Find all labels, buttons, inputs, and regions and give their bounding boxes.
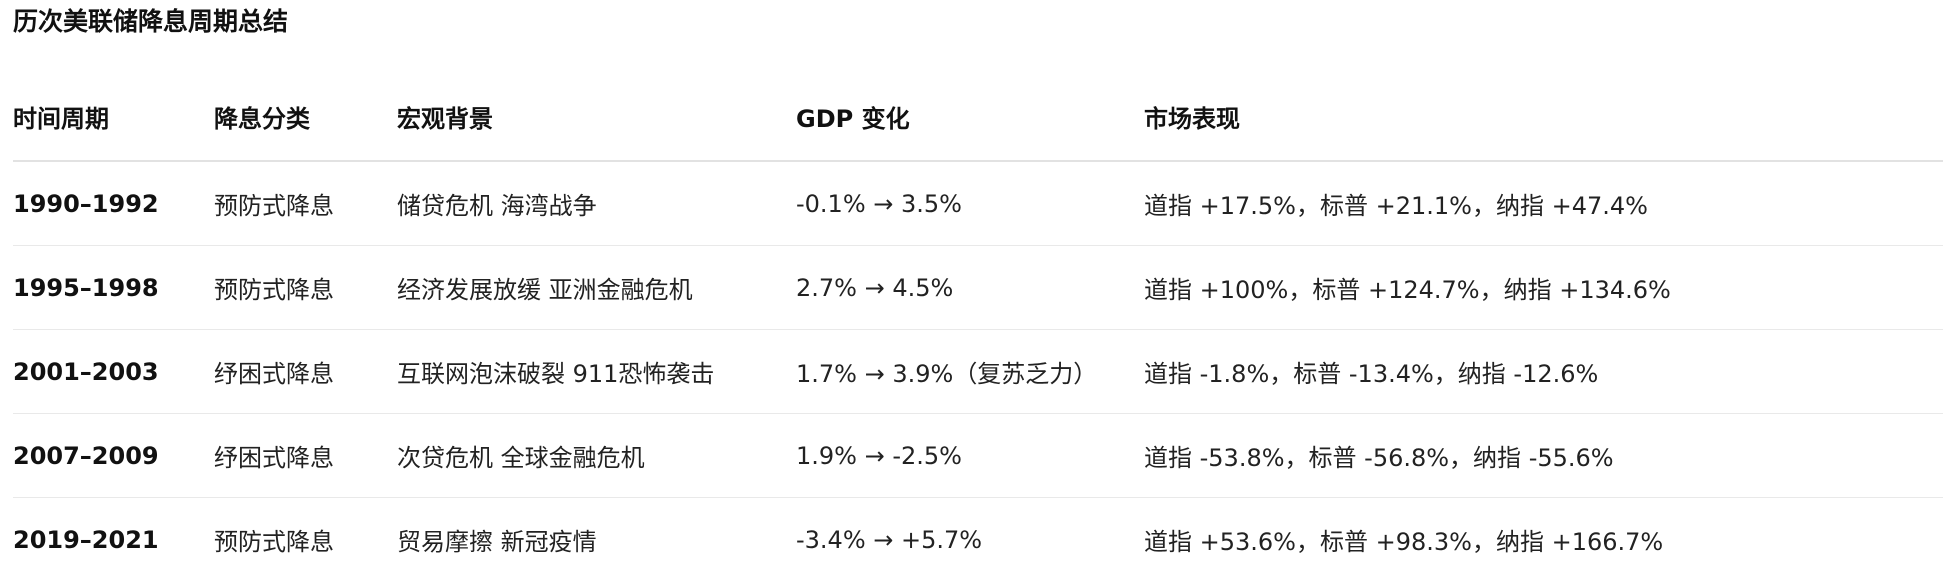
table-row: 2007–2009 纾困式降息 次贷危机 全球金融危机 1.9% → -2.5%… (13, 414, 1943, 498)
period-cell: 1995–1998 (13, 246, 214, 330)
table-row: 1990–1992 预防式降息 储贷危机 海湾战争 -0.1% → 3.5% 道… (13, 161, 1943, 246)
column-header-background: 宏观背景 (397, 95, 796, 161)
background-cell: 经济发展放缓 亚洲金融危机 (397, 246, 796, 330)
rate-cut-cycles-table: 时间周期 降息分类 宏观背景 GDP 变化 市场表现 1990–1992 预防式… (13, 95, 1943, 581)
column-header-period: 时间周期 (13, 95, 214, 161)
market-cell: 道指 -53.8%，标普 -56.8%，纳指 -55.6% (1144, 414, 1943, 498)
table-header-row: 时间周期 降息分类 宏观背景 GDP 变化 市场表现 (13, 95, 1943, 161)
period-cell: 2019–2021 (13, 498, 214, 581)
market-cell: 道指 +53.6%，标普 +98.3%，纳指 +166.7% (1144, 498, 1943, 581)
background-cell: 互联网泡沫破裂 911恐怖袭击 (397, 330, 796, 414)
gdp-cell: 2.7% → 4.5% (796, 246, 1144, 330)
market-cell: 道指 -1.8%，标普 -13.4%，纳指 -12.6% (1144, 330, 1943, 414)
column-header-category: 降息分类 (214, 95, 397, 161)
column-header-gdp: GDP 变化 (796, 95, 1144, 161)
gdp-cell: -0.1% → 3.5% (796, 161, 1144, 246)
category-cell: 纾困式降息 (214, 330, 397, 414)
gdp-cell: 1.7% → 3.9%（复苏乏力） (796, 330, 1144, 414)
period-cell: 2001–2003 (13, 330, 214, 414)
table-row: 1995–1998 预防式降息 经济发展放缓 亚洲金融危机 2.7% → 4.5… (13, 246, 1943, 330)
background-cell: 次贷危机 全球金融危机 (397, 414, 796, 498)
gdp-cell: 1.9% → -2.5% (796, 414, 1144, 498)
period-cell: 1990–1992 (13, 161, 214, 246)
category-cell: 纾困式降息 (214, 414, 397, 498)
category-cell: 预防式降息 (214, 161, 397, 246)
page-title: 历次美联储降息周期总结 (13, 2, 288, 42)
table-row: 2019–2021 预防式降息 贸易摩擦 新冠疫情 -3.4% → +5.7% … (13, 498, 1943, 581)
gdp-cell: -3.4% → +5.7% (796, 498, 1144, 581)
period-cell: 2007–2009 (13, 414, 214, 498)
category-cell: 预防式降息 (214, 246, 397, 330)
background-cell: 贸易摩擦 新冠疫情 (397, 498, 796, 581)
column-header-market: 市场表现 (1144, 95, 1943, 161)
background-cell: 储贷危机 海湾战争 (397, 161, 796, 246)
table-row: 2001–2003 纾困式降息 互联网泡沫破裂 911恐怖袭击 1.7% → 3… (13, 330, 1943, 414)
market-cell: 道指 +100%，标普 +124.7%，纳指 +134.6% (1144, 246, 1943, 330)
market-cell: 道指 +17.5%，标普 +21.1%，纳指 +47.4% (1144, 161, 1943, 246)
category-cell: 预防式降息 (214, 498, 397, 581)
